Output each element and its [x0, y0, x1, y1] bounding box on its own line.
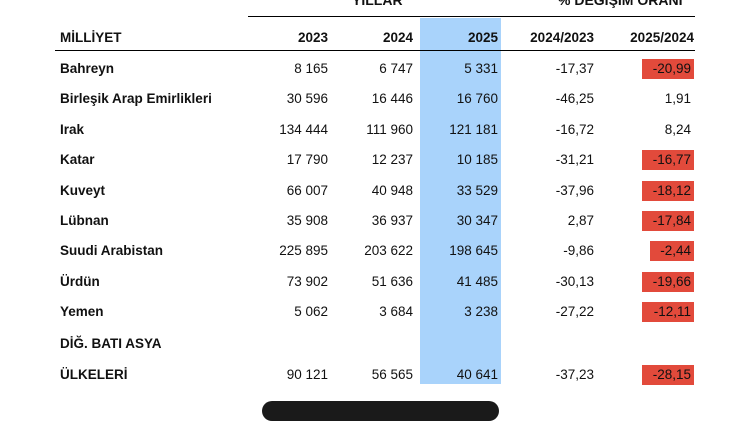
group-label-line2: ÜLKELERİ [60, 367, 128, 382]
row-change-2025: -20,99 [652, 61, 691, 76]
row-value-2024: 51 636 [371, 274, 413, 289]
negative-highlight [642, 302, 694, 322]
row-change-2025: -16,77 [652, 152, 691, 167]
group-value-2025: 40 641 [456, 367, 498, 382]
row-value-2024: 40 948 [371, 183, 413, 198]
row-nationality: Irak [60, 122, 85, 137]
header-2025: 2025 [467, 30, 498, 45]
group-header-change: % DEĞİŞİM ORANI [558, 0, 683, 8]
header-top-rule [248, 16, 695, 17]
row-change-2024: 2,87 [567, 213, 594, 228]
row-value-2024: 203 622 [364, 243, 413, 258]
negative-highlight [650, 241, 694, 261]
row-value-2023: 35 908 [286, 213, 328, 228]
row-value-2025: 5 331 [464, 61, 498, 76]
row-value-2025: 10 185 [456, 152, 498, 167]
row-value-2024: 36 937 [371, 213, 413, 228]
row-change-2024: -17,37 [555, 61, 594, 76]
row-value-2023: 5 062 [294, 304, 328, 319]
row-value-2025: 3 238 [464, 304, 498, 319]
row-value-2024: 12 237 [371, 152, 413, 167]
row-nationality: Suudi Arabistan [60, 243, 164, 258]
row-value-2023: 8 165 [294, 61, 328, 76]
header-nationality: MİLLİYET [60, 30, 122, 45]
row-value-2023: 73 902 [286, 274, 328, 289]
row-value-2023: 30 596 [286, 91, 328, 106]
group-value-2023: 90 121 [286, 367, 328, 382]
row-nationality: Yemen [60, 304, 104, 319]
group-value-2024: 56 565 [371, 367, 413, 382]
negative-highlight [642, 59, 694, 79]
negative-highlight [642, 211, 694, 231]
row-value-2025: 198 645 [449, 243, 498, 258]
row-change-2024: -31,21 [555, 152, 594, 167]
row-change-2025: 8,24 [664, 122, 691, 137]
highlight-column-2025 [420, 18, 501, 384]
row-value-2025: 30 347 [456, 213, 498, 228]
row-value-2023: 134 444 [279, 122, 328, 137]
row-change-2024: -30,13 [555, 274, 594, 289]
row-change-2025: -17,84 [652, 213, 691, 228]
row-change-2024: -16,72 [555, 122, 594, 137]
header-2023: 2023 [297, 30, 328, 45]
negative-highlight [642, 181, 694, 201]
row-value-2024: 16 446 [371, 91, 413, 106]
row-change-2025: -19,66 [652, 274, 691, 289]
row-nationality: Katar [60, 152, 95, 167]
row-nationality: Lübnan [60, 213, 109, 228]
row-change-2024: -27,22 [555, 304, 594, 319]
negative-highlight [642, 365, 694, 385]
row-value-2024: 6 747 [379, 61, 413, 76]
row-value-2023: 66 007 [286, 183, 328, 198]
row-nationality: Ürdün [60, 274, 100, 289]
group-label-line1: DİĞ. BATI ASYA [60, 336, 162, 351]
header-change-2025: 2025/2024 [630, 30, 694, 45]
row-value-2025: 41 485 [456, 274, 498, 289]
negative-highlight [642, 150, 694, 170]
row-value-2025: 121 181 [449, 122, 498, 137]
row-value-2023: 17 790 [286, 152, 328, 167]
row-nationality: Kuveyt [60, 183, 106, 198]
row-change-2025: -2,44 [660, 243, 691, 258]
group-change-2025: -28,15 [652, 367, 691, 382]
bottom-bar [262, 401, 499, 421]
negative-highlight [642, 272, 694, 292]
row-nationality: Birleşik Arap Emirlikleri [60, 91, 212, 106]
row-nationality: Bahreyn [60, 61, 115, 76]
row-value-2025: 16 760 [456, 91, 498, 106]
row-change-2025: 1,91 [664, 91, 691, 106]
row-value-2025: 33 529 [456, 183, 498, 198]
header-change-2024: 2024/2023 [530, 30, 594, 45]
group-change-2024: -37,23 [555, 367, 594, 382]
row-value-2024: 3 684 [379, 304, 413, 319]
row-value-2023: 225 895 [279, 243, 328, 258]
row-change-2025: -12,11 [653, 304, 691, 319]
row-change-2024: -37,96 [555, 183, 594, 198]
row-value-2024: 111 960 [366, 122, 413, 137]
header-2024: 2024 [382, 30, 413, 45]
row-change-2024: -46,25 [555, 91, 594, 106]
header-bottom-rule [55, 50, 695, 51]
row-change-2025: -18,12 [652, 183, 691, 198]
row-change-2024: -9,86 [563, 243, 594, 258]
group-header-years: YILLAR [352, 0, 403, 8]
